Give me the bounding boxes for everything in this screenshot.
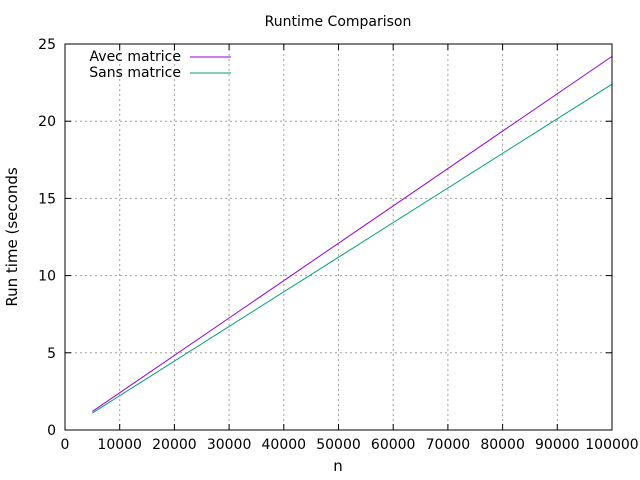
x-tick-label: 10000 [97, 437, 142, 453]
x-tick-label: 40000 [262, 437, 307, 453]
x-tick-label: 80000 [480, 437, 525, 453]
y-tick-label: 25 [38, 37, 56, 53]
x-tick-label: 70000 [426, 437, 471, 453]
x-tick-label: 60000 [371, 437, 416, 453]
y-tick-label: 0 [47, 423, 56, 439]
y-axis-title: Run time (seconds [3, 167, 21, 307]
x-tick-label: 90000 [535, 437, 580, 453]
grid-layer [65, 44, 612, 430]
series-line-sans-matrice [92, 83, 613, 414]
x-tick-label: 30000 [207, 437, 252, 453]
y-tick-label: 15 [38, 191, 56, 207]
plot-frame [64, 43, 613, 431]
y-tick-label: 5 [47, 346, 56, 362]
y-tick-label: 20 [38, 114, 56, 130]
x-tick-label: 20000 [152, 437, 197, 453]
chart-title: Runtime Comparison [265, 14, 412, 30]
legend-label: Avec matrice [90, 49, 181, 65]
series-layer [92, 55, 613, 414]
series-line-avec-matrice [92, 55, 613, 412]
legend-label: Sans matrice [89, 65, 181, 81]
x-tick-label: 50000 [316, 437, 361, 453]
x-tick-label: 0 [61, 437, 70, 453]
x-axis-title: n [333, 457, 343, 475]
tick-layer: 0 10000 20000 30000 40000 50000 60000 70000 8000… [38, 37, 639, 453]
x-tick-label: 100000 [585, 437, 638, 453]
y-tick-label: 10 [38, 269, 56, 285]
